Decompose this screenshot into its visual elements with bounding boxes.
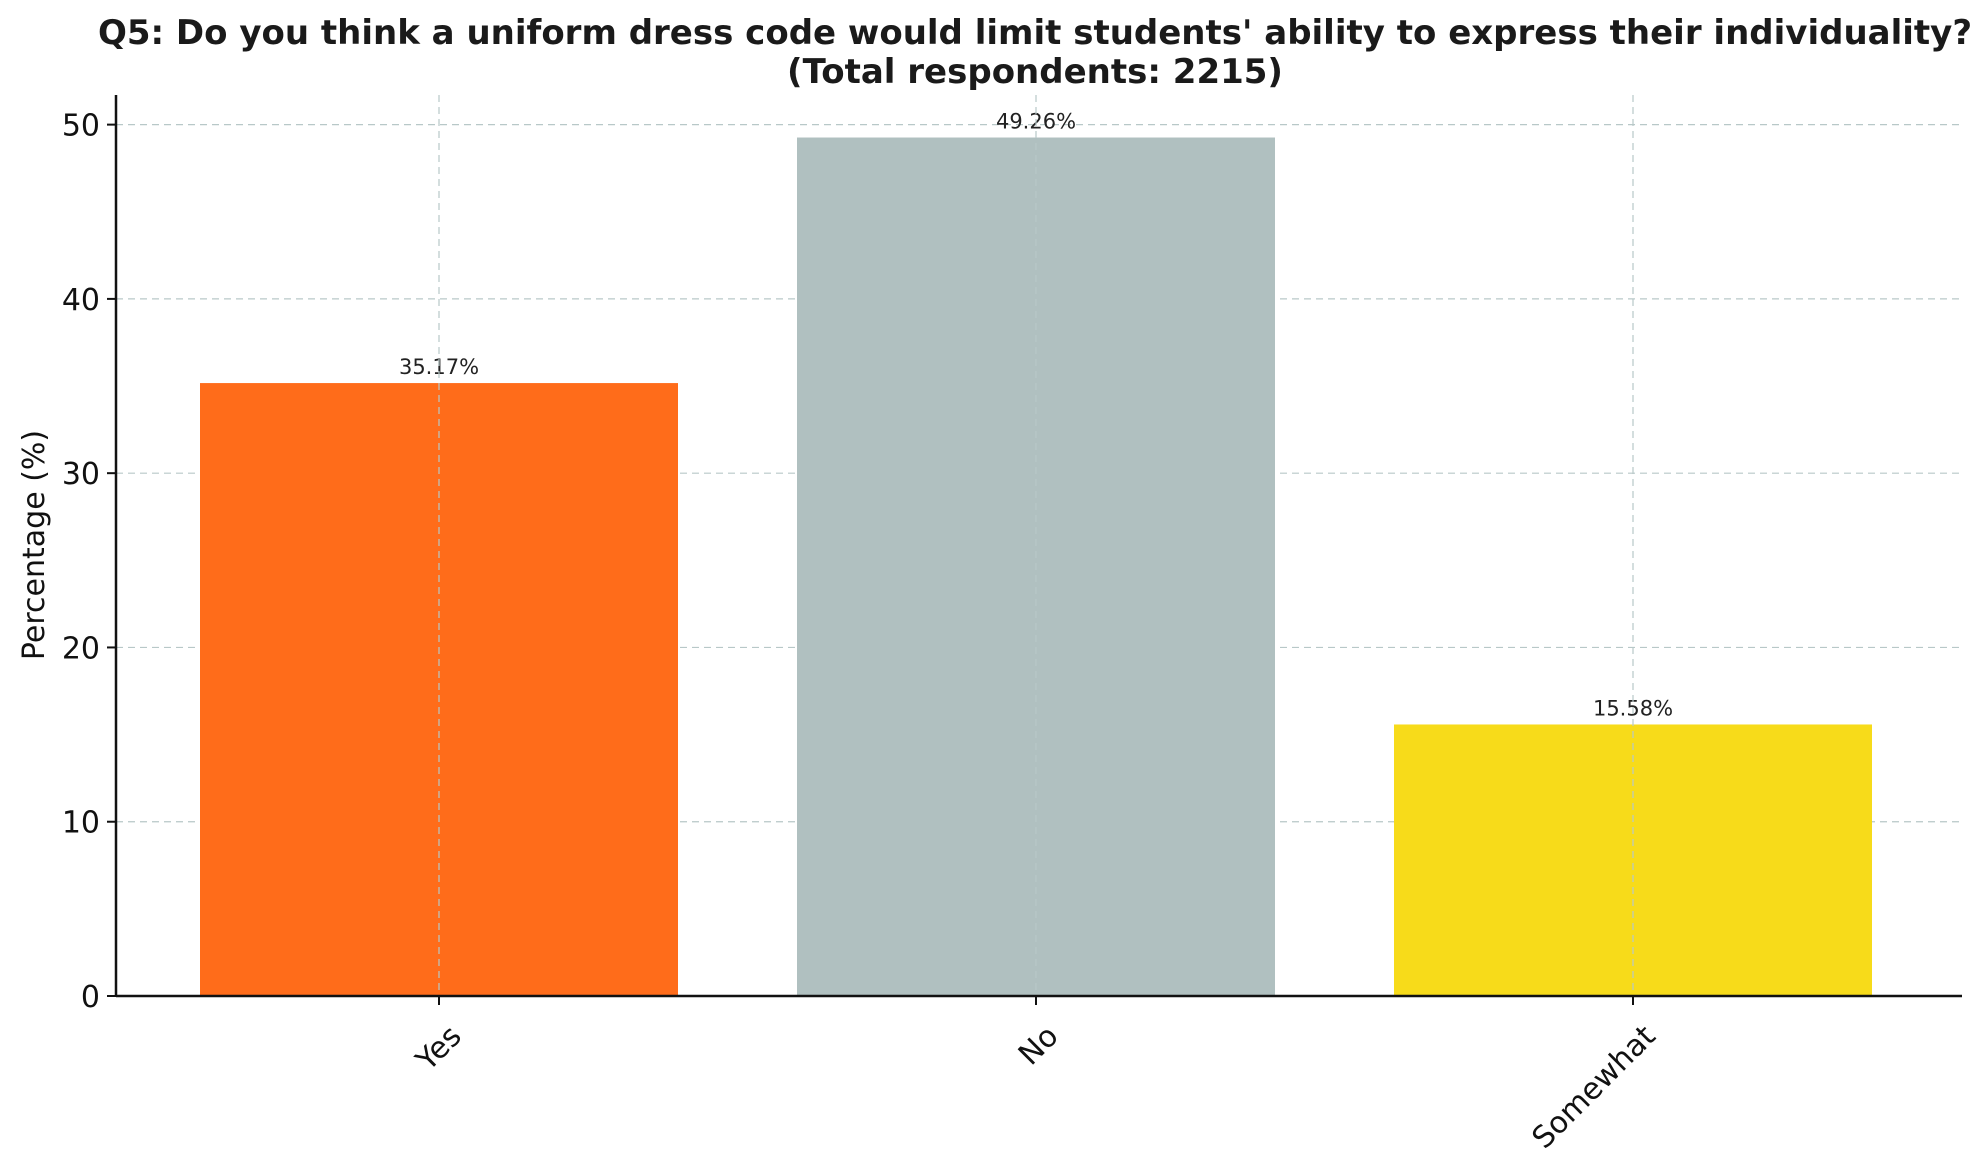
y-tick-label: 40: [62, 283, 100, 318]
y-tick-label: 30: [62, 457, 100, 492]
chart-title-line-1: Q5: Do you think a uniform dress code wo…: [98, 13, 1972, 53]
y-tick-label: 50: [62, 109, 100, 144]
chart-title-line-2: (Total respondents: 2215): [787, 52, 1283, 92]
y-tick-label: 20: [62, 631, 100, 666]
y-axis-label: Percentage (%): [17, 430, 52, 660]
y-tick-label: 10: [62, 806, 100, 841]
y-tick-label: 0: [81, 980, 100, 1015]
bars: 35.17%49.26%15.58%: [200, 95, 1872, 996]
bar-somewhat: [1394, 724, 1872, 996]
x-tick-label-no: No: [1012, 1019, 1066, 1073]
x-tick-label-somewhat: Somewhat: [1526, 1019, 1663, 1156]
x-tick-label-yes: Yes: [409, 1019, 469, 1079]
